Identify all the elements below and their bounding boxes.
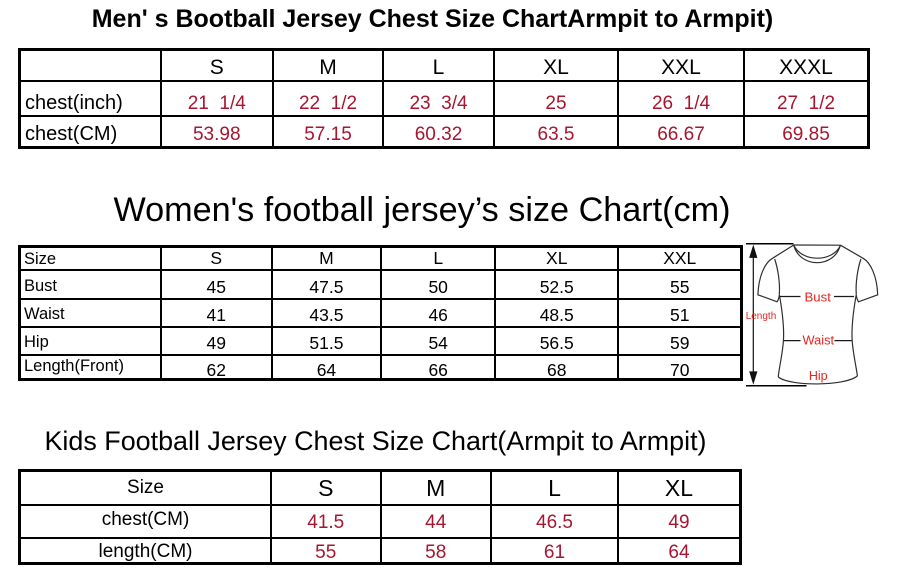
svg-text:Length: Length bbox=[746, 311, 777, 322]
svg-text:Bust: Bust bbox=[805, 290, 832, 305]
svg-text:Hip: Hip bbox=[809, 369, 828, 383]
svg-text:Waist: Waist bbox=[803, 332, 835, 347]
